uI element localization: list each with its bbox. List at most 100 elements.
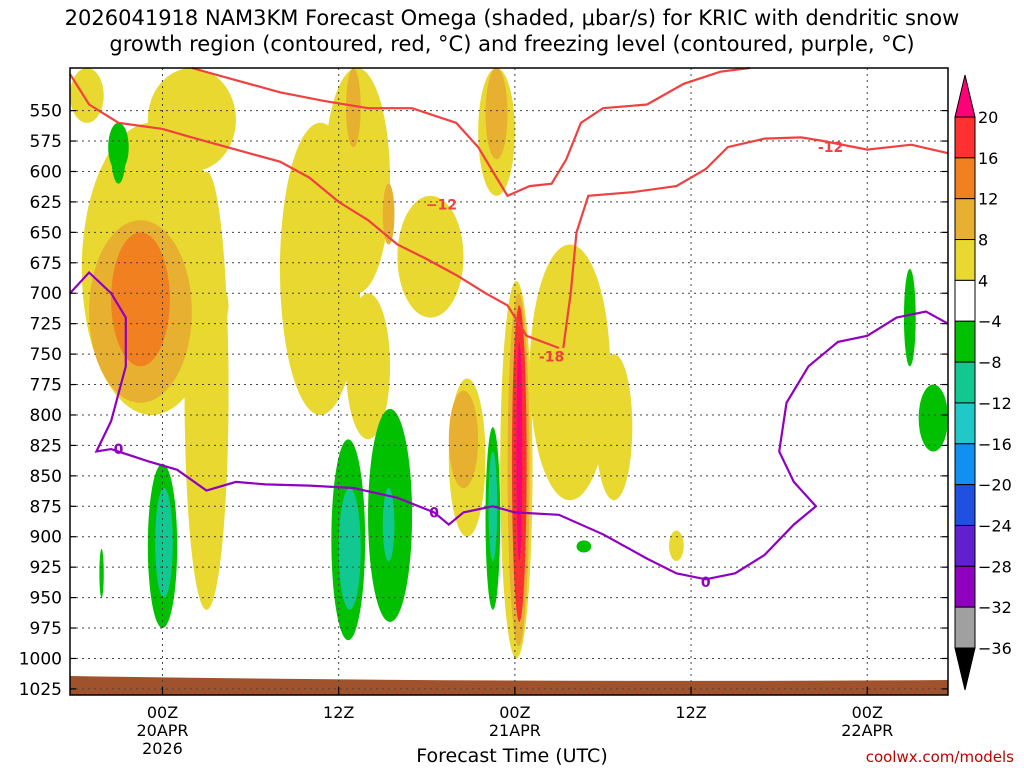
omega-region-32 (903, 268, 916, 367)
credit-link[interactable]: coolwx.com/models (865, 748, 1014, 766)
colorbar-label-13: −36 (978, 639, 1012, 658)
colorbar-block-10 (954, 524, 976, 567)
ground-layer (70, 676, 948, 695)
y-tick-label-825: 825 (30, 436, 62, 456)
grid-layer (70, 68, 948, 695)
omega-region-12 (529, 244, 611, 501)
contour-layer: -18 −12 -12 0 0 0 (69, 66, 949, 591)
y-tick-label-850: 850 (30, 467, 62, 487)
colorbar-label-6: −8 (978, 353, 1002, 372)
y-tick-label-975: 975 (30, 619, 62, 639)
colorbar-label-0: 20 (978, 108, 998, 127)
y-tick-label-700: 700 (30, 284, 62, 304)
colorbar-label-4: 4 (978, 271, 988, 290)
omega-region-27 (99, 548, 104, 598)
y-tick-label-575: 575 (30, 132, 62, 152)
x-axis-title: Forecast Time (UTC) (416, 745, 608, 767)
omega-region-17 (382, 183, 395, 245)
freezing-label-0: 0 (114, 442, 124, 458)
x-tick-label-4-1: 22APR (841, 721, 893, 740)
omega-region-18 (485, 68, 508, 160)
omega-region-14 (669, 530, 684, 562)
y-tick-label-900: 900 (30, 528, 62, 548)
omega-region-0 (70, 68, 104, 123)
omega-region-13 (595, 354, 633, 501)
omega-region-2 (147, 68, 236, 172)
x-tick-label-2-0: 00Z (499, 703, 530, 722)
colorbar-block-6 (954, 361, 976, 404)
colorbar-label-9: −20 (978, 476, 1012, 495)
omega-region-25 (108, 122, 129, 172)
x-tick-label-0-0: 00Z (147, 703, 178, 722)
plot-frame (69, 67, 949, 696)
y-tick-label-775: 775 (30, 376, 62, 396)
omega-region-8 (397, 195, 464, 318)
colorbar-block-9 (954, 484, 976, 526)
y-tick-label-550: 550 (30, 102, 62, 122)
omega-region-34 (155, 488, 173, 598)
colorbar-label-2: 12 (978, 190, 998, 209)
freezing-label-2: 0 (701, 575, 711, 591)
colorbar-block-8 (954, 443, 976, 486)
colorbar-block-4 (954, 279, 976, 322)
dgz-minus18-contour (69, 73, 560, 350)
colorbar-label-1: 16 (978, 149, 998, 168)
colorbar-block-7 (954, 402, 976, 445)
colorbar-block-12 (954, 606, 976, 649)
x-tick-label-3-0: 12Z (675, 703, 706, 722)
colorbar-top-triangle (954, 74, 976, 118)
y-tick-label-1025: 1025 (19, 680, 62, 700)
y-tick-label-750: 750 (30, 345, 62, 365)
y-tick-label-925: 925 (30, 558, 62, 578)
colorbar-label-8: −16 (978, 435, 1012, 454)
colorbar-block-0 (954, 116, 976, 159)
contour-label-minus18: −12 (426, 197, 457, 213)
contour-label-minus12-b: -12 (818, 140, 843, 156)
y-tick-label-675: 675 (30, 254, 62, 274)
colorbar-label-11: −28 (978, 557, 1012, 576)
dgz-minus12-lower-contour (562, 136, 949, 349)
chart-title-line-1: 2026041918 NAM3KM Forecast Omega (shaded… (64, 6, 960, 30)
omega-region-23 (516, 341, 523, 562)
y-tick-label-950: 950 (30, 589, 62, 609)
dgz-minus12-upper-contour (191, 66, 750, 198)
colorbar-label-7: −12 (978, 394, 1012, 413)
omega-region-19 (448, 390, 479, 489)
y-axis: 550 575 600 625 650 675 700 725 750 775 800 825 850 8… (19, 102, 948, 700)
x-tick-label-0-1: 20APR (136, 721, 188, 740)
colorbar-block-3 (954, 239, 976, 281)
y-tick-label-875: 875 (30, 497, 62, 517)
omega-region-35 (338, 488, 361, 610)
freezing-label-1: 0 (429, 505, 439, 521)
y-tick-label-725: 725 (30, 315, 62, 335)
x-tick-label-2-1: 21APR (489, 721, 541, 740)
y-tick-label-625: 625 (30, 193, 62, 213)
omega-region-21 (111, 232, 170, 367)
colorbar-label-10: −24 (978, 516, 1012, 535)
y-tick-label-800: 800 (30, 406, 62, 426)
omega-region-33 (918, 384, 949, 452)
contour-label-minus12-a: -18 (539, 350, 564, 366)
x-tick-label-4-0: 00Z (852, 703, 883, 722)
omega-region-31 (576, 540, 592, 553)
omega-region-4 (199, 281, 229, 330)
omega-region-6 (324, 67, 391, 294)
ground-terrain (70, 676, 948, 695)
omega-shading-layer (70, 67, 949, 659)
colorbar-label-5: −4 (978, 312, 1002, 331)
y-tick-label-650: 650 (30, 223, 62, 243)
colorbar-label-12: −32 (978, 598, 1012, 617)
x-tick-label-1-0: 12Z (323, 703, 354, 722)
colorbar-label-3: 8 (978, 231, 988, 250)
x-tick-label-0-2: 2026 (142, 739, 183, 758)
y-tick-label-600: 600 (30, 162, 62, 182)
colorbar-legend: 20 16 12 8 4 −4 −8 −12 −16 −20 −24 −28 −32 −36 (954, 74, 1012, 691)
y-tick-label-1000: 1000 (19, 649, 62, 669)
omega-region-16 (346, 68, 361, 148)
omega-region-7 (346, 293, 391, 440)
colorbar-block-1 (954, 157, 976, 200)
colorbar-block-5 (954, 320, 976, 363)
freezing-level-contour (69, 270, 949, 581)
